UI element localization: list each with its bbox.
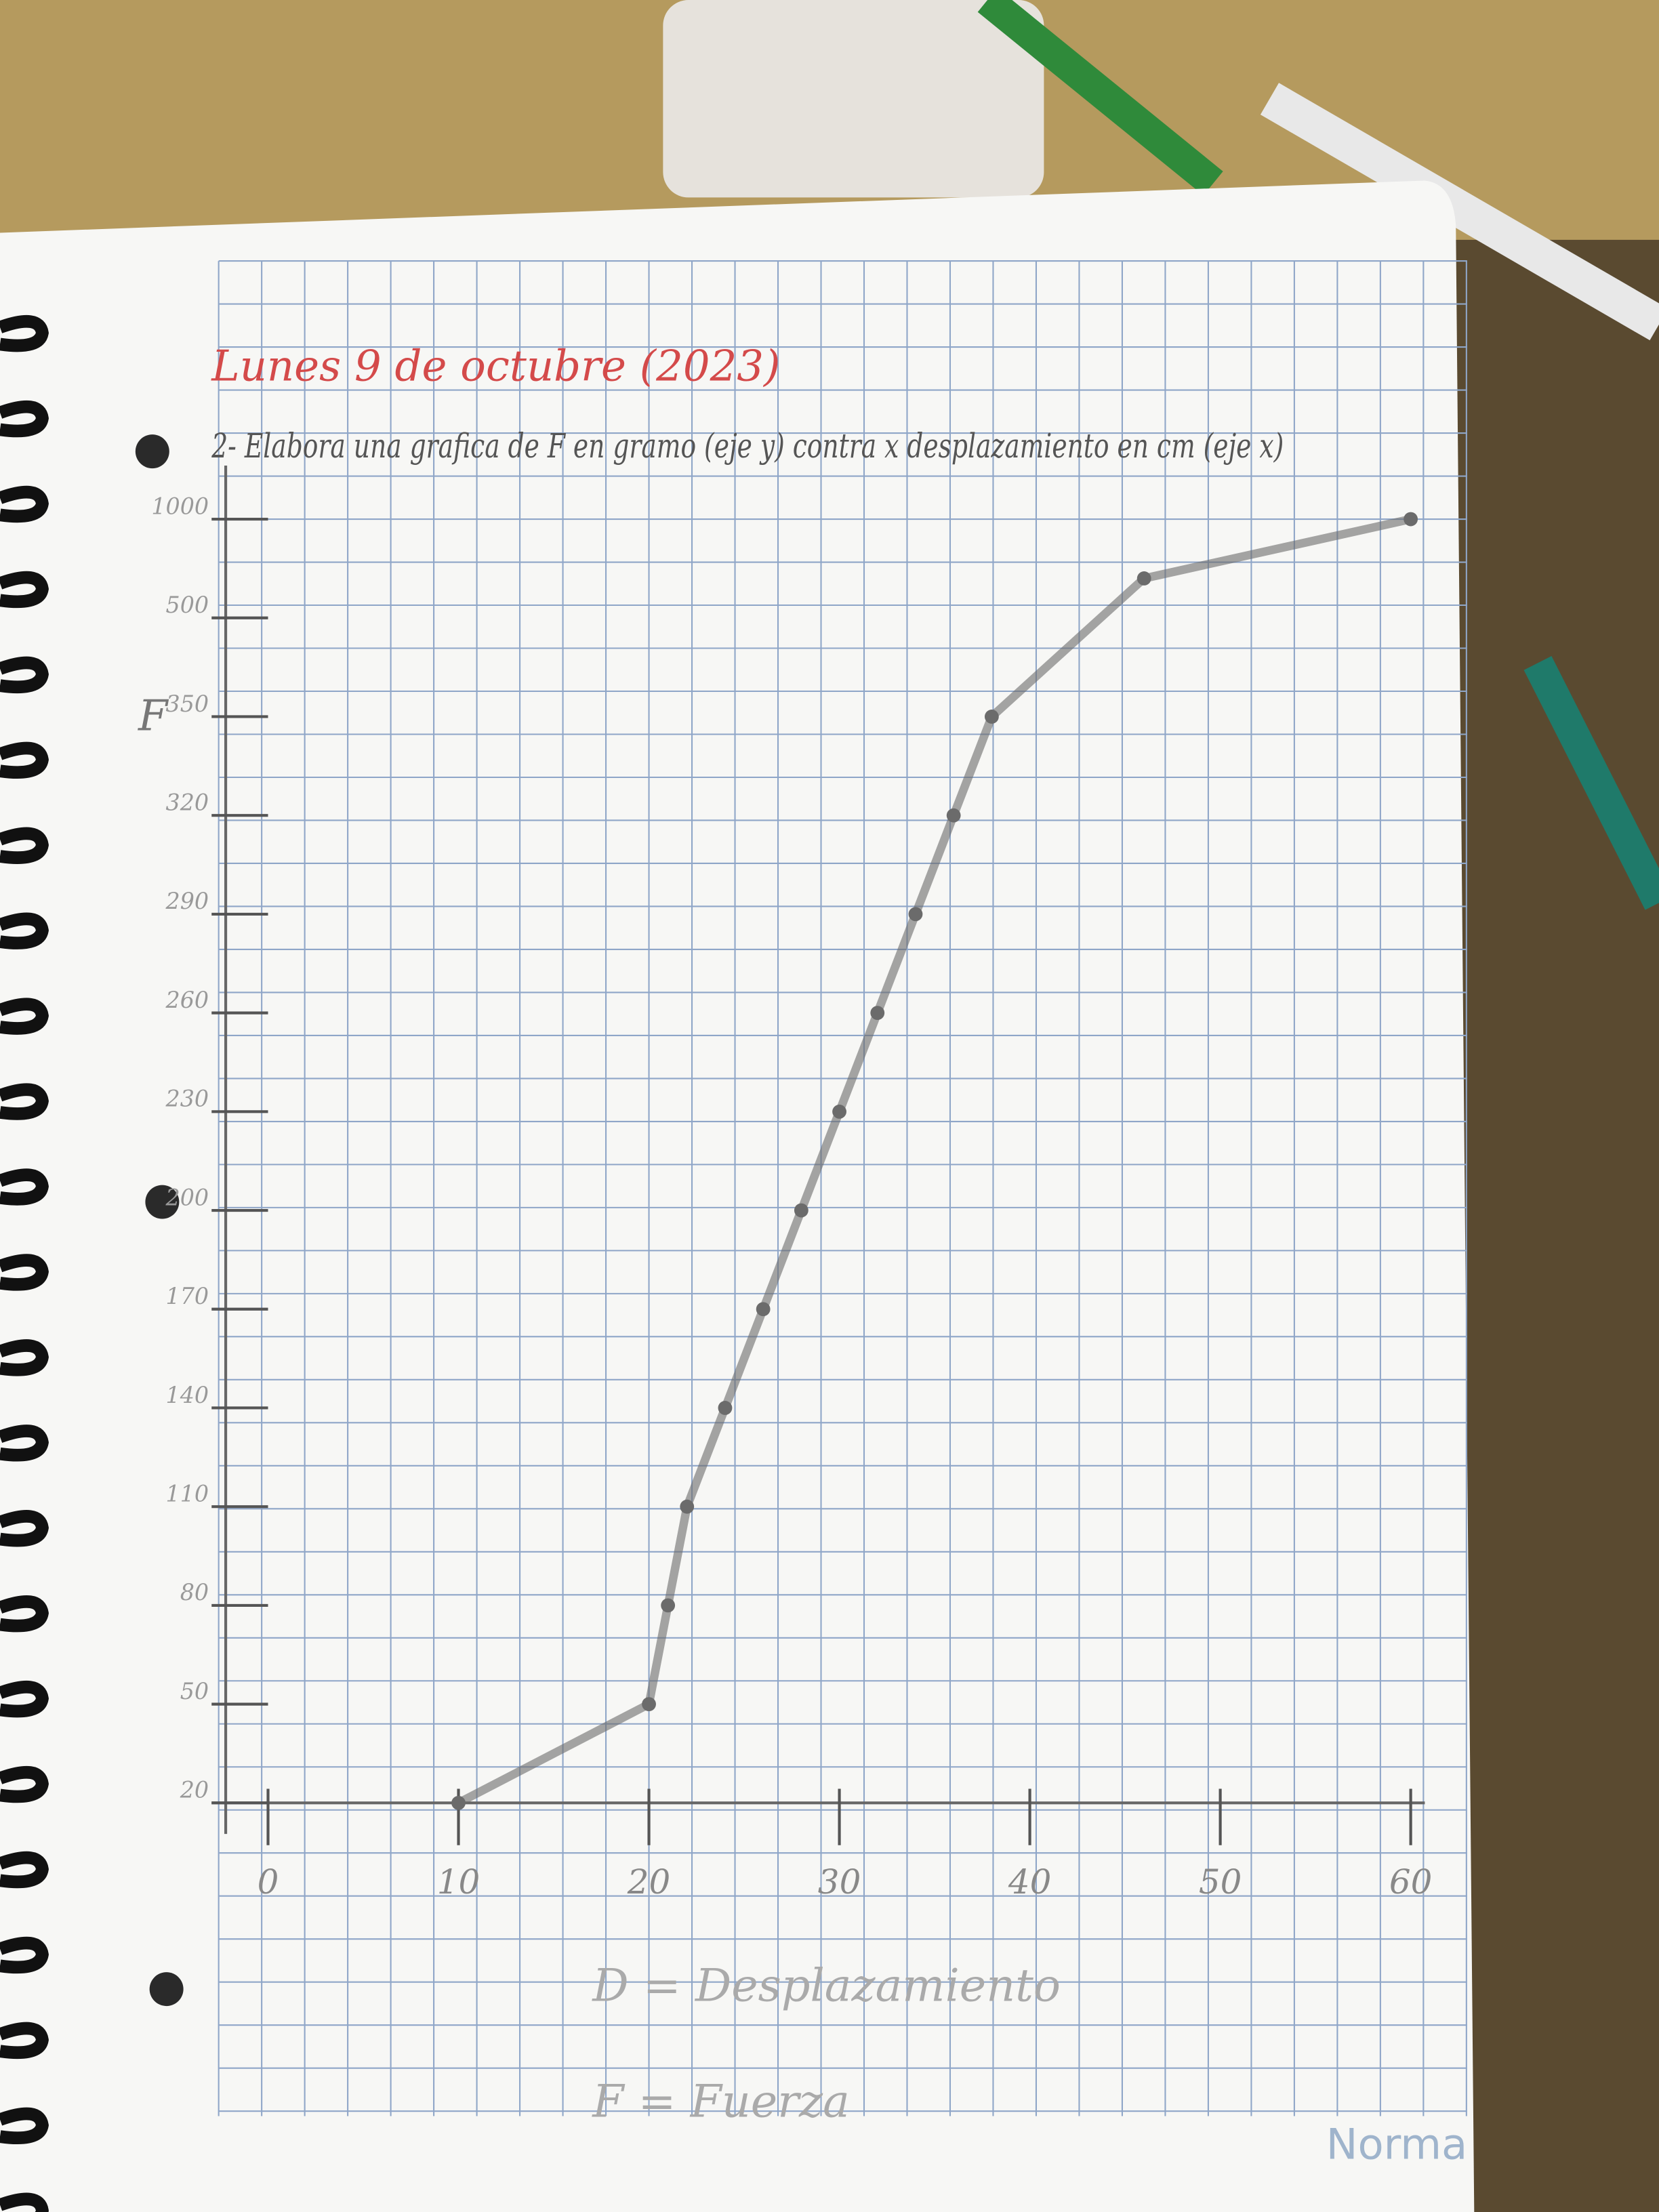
y-tick-label: 50: [180, 1678, 209, 1704]
spiral-ring: [0, 1680, 49, 1718]
data-point: [984, 710, 999, 724]
y-tick-label: 110: [166, 1481, 209, 1507]
pencil: [977, 0, 1223, 196]
marker: [1260, 83, 1659, 341]
annotation: F = Fuerza: [591, 2074, 850, 2127]
spiral-ring: [0, 1425, 49, 1462]
spiral-ring: [0, 1254, 49, 1291]
data-line: [456, 514, 1412, 1807]
x-tick-label: 10: [437, 1862, 480, 1902]
x-tick-label: 50: [1199, 1862, 1242, 1902]
data-point: [870, 1006, 885, 1021]
data-point: [642, 1697, 656, 1712]
spiral-ring: [0, 1339, 49, 1376]
punch-hole: [145, 1185, 180, 1219]
data-point: [908, 907, 923, 922]
y-tick-label: 1000: [151, 493, 209, 519]
spiral-ring: [0, 2107, 49, 2145]
spiral-ring: [0, 1936, 49, 1974]
y-axis-label: F: [138, 691, 169, 741]
annotation: D = Desplazamiento: [591, 1959, 1061, 2012]
punch-hole: [135, 434, 169, 469]
spiral-ring: [0, 998, 49, 1035]
subtitle: 2- Elabora una grafica de F en gramo (ej…: [211, 426, 1284, 466]
spiral-ring: [0, 827, 49, 864]
data-point: [756, 1302, 771, 1317]
y-tick-label: 230: [165, 1086, 209, 1112]
data-point: [661, 1598, 676, 1613]
spiral-ring: [0, 1595, 49, 1633]
notebook-page: [0, 180, 1475, 2212]
pencil: [1523, 656, 1659, 910]
spiral-ring: [0, 1083, 49, 1120]
spiral-ring: [0, 485, 49, 523]
brand: Norma: [1326, 2119, 1468, 2169]
spiral-ring: [0, 571, 49, 609]
eraser: [663, 0, 1044, 198]
spiral-ring: [0, 2022, 49, 2060]
paper-grid: [218, 260, 1467, 2116]
data-point: [1404, 512, 1418, 527]
y-tick-label: 320: [166, 790, 209, 816]
y-tick-label: 260: [165, 987, 209, 1013]
spiral-ring: [0, 1765, 49, 1803]
y-tick-label: 140: [166, 1382, 209, 1408]
y-tick-label: 170: [166, 1283, 209, 1309]
data-point: [794, 1203, 808, 1218]
y-tick-label: 350: [166, 691, 209, 717]
data-point: [451, 1795, 466, 1810]
y-tick-label: 20: [180, 1777, 209, 1803]
punch-hole: [149, 1972, 184, 2007]
spiral-ring: [0, 1168, 49, 1206]
spiral-ring: [0, 1510, 49, 1547]
x-tick-label: 30: [818, 1862, 861, 1902]
spiral-ring: [0, 912, 49, 949]
data-point: [718, 1401, 733, 1415]
title: Lunes 9 de octubre (2023): [211, 341, 780, 390]
spiral-ring: [0, 314, 49, 352]
spiral-ring: [0, 2192, 49, 2212]
x-tick-label: 60: [1389, 1862, 1433, 1902]
data-point: [832, 1104, 846, 1119]
x-tick-label: 40: [1008, 1862, 1052, 1902]
y-tick-label: 80: [180, 1579, 209, 1605]
x-tick-label: 0: [258, 1862, 279, 1902]
spiral-ring: [0, 656, 49, 694]
x-tick-label: 20: [627, 1862, 671, 1902]
y-tick-label: 500: [166, 592, 209, 618]
data-point: [680, 1499, 695, 1514]
data-point: [1136, 571, 1151, 586]
spiral-ring: [0, 1851, 49, 1889]
y-tick-label: 200: [165, 1184, 209, 1210]
spiral-ring: [0, 741, 49, 779]
data-point: [946, 808, 961, 823]
y-tick-label: 290: [165, 888, 209, 914]
spiral-binding: [0, 314, 49, 2212]
spiral-ring: [0, 400, 49, 438]
